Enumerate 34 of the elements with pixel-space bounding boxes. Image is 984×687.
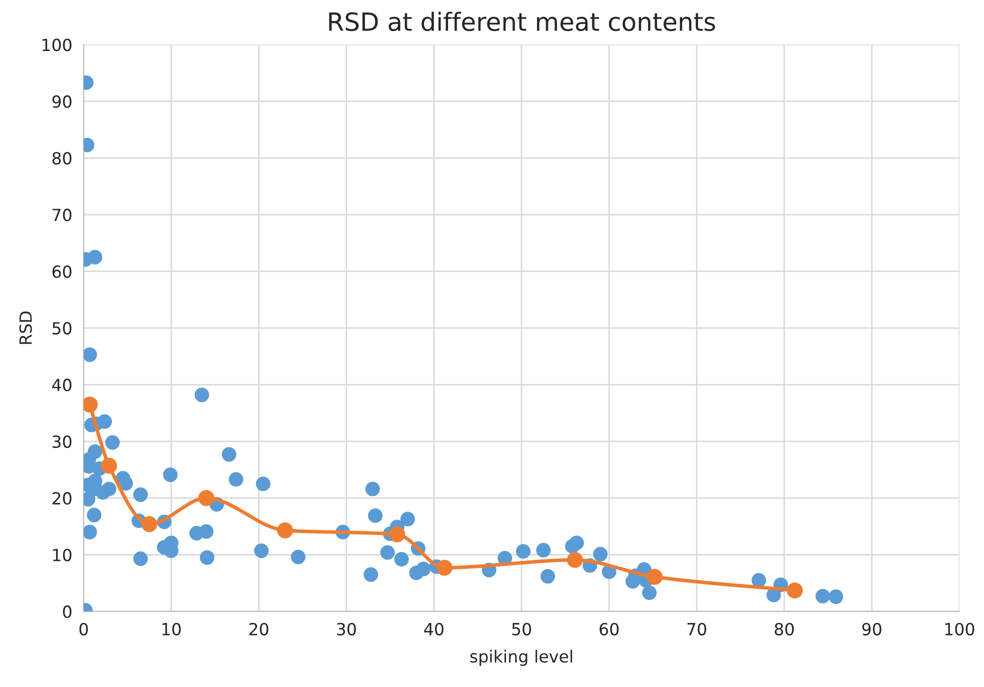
x-tick-label: 10 <box>162 622 181 636</box>
point <box>389 526 406 542</box>
y-tick-label: 40 <box>52 378 72 392</box>
chart-title: RSD at different meat contents <box>329 12 716 32</box>
point <box>141 516 158 532</box>
x-tick-label: 40 <box>424 622 444 636</box>
x-tick-label: 20 <box>249 622 268 636</box>
point <box>436 560 452 576</box>
x-tick-label: 70 <box>687 622 706 636</box>
y-tick-label: 20 <box>52 492 72 505</box>
y-tick-label: 30 <box>52 435 72 448</box>
point <box>566 552 583 568</box>
point <box>786 582 803 598</box>
y-tick-label: 60 <box>52 265 72 278</box>
y-tick-label: 70 <box>52 208 72 222</box>
y-axis-title: RSD <box>19 312 32 344</box>
x-tick-label: 0 <box>79 622 88 636</box>
y-tick-label: 100 <box>42 38 72 52</box>
x-tick-label: 80 <box>774 622 794 636</box>
x-tick-label: 50 <box>512 622 532 636</box>
y-tick-label: 50 <box>52 322 72 335</box>
point <box>198 490 214 506</box>
y-tick-label: 10 <box>53 548 72 562</box>
y-tick-label: 90 <box>52 95 72 108</box>
x-tick-label: 90 <box>862 622 882 636</box>
y-tick-label: 0 <box>63 605 72 618</box>
x-axis-title: spiking level <box>470 650 572 666</box>
y-tick-label: 80 <box>52 152 72 165</box>
point <box>277 522 294 538</box>
x-tick-label: 100 <box>945 622 974 636</box>
x-tick-label: 30 <box>337 622 356 636</box>
x-tick-label: 60 <box>600 622 619 636</box>
point <box>646 568 663 585</box>
point <box>101 458 118 474</box>
